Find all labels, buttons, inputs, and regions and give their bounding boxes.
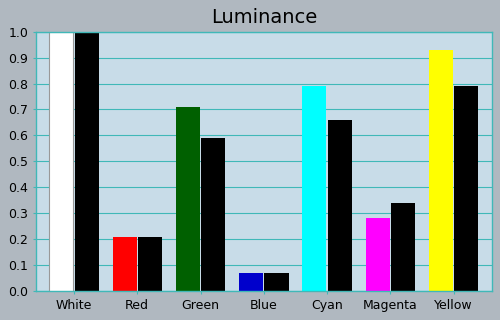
Bar [366,219,390,291]
Bar [138,236,162,291]
Bar [112,236,136,291]
Bar [201,138,225,291]
Bar [391,203,415,291]
Bar [50,32,74,291]
Bar [454,86,478,291]
Bar [302,86,326,291]
Bar [429,50,453,291]
Bar [74,32,98,291]
Bar [176,107,200,291]
Bar [328,120,352,291]
Title: Luminance: Luminance [210,8,317,27]
Bar [264,273,288,291]
Bar [239,273,263,291]
